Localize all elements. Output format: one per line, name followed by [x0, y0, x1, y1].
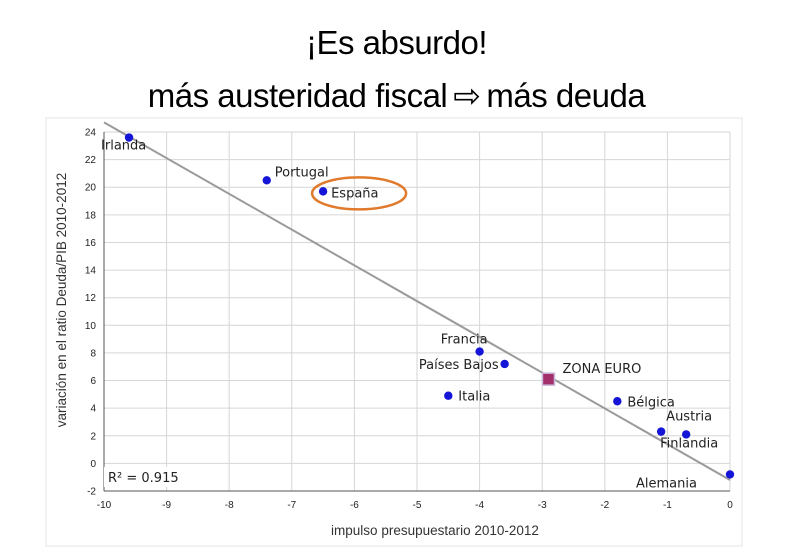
point-label: Irlanda: [101, 139, 146, 154]
point: [262, 176, 271, 185]
point-label: ZONA EURO: [562, 362, 641, 377]
x-tick-label: -6: [350, 500, 359, 511]
y-tick-label: 20: [85, 183, 97, 194]
x-tick-label: -5: [413, 500, 422, 511]
point: [681, 430, 691, 439]
point-label: España: [331, 186, 378, 201]
title-left: más austeridad fiscal: [147, 77, 448, 114]
y-tick-label: 16: [85, 238, 97, 249]
grid: [103, 131, 731, 492]
x-tick-label: -9: [162, 500, 171, 511]
point-label: Bélgica: [627, 395, 675, 410]
point-zona-euro: [541, 372, 556, 386]
y-tick-label: 2: [90, 431, 96, 442]
point: [613, 397, 622, 406]
x-tick-label: -10: [97, 500, 112, 511]
point-label: Alemania: [636, 476, 697, 491]
title-right: más deuda: [486, 77, 646, 114]
x-tick-label: -8: [225, 500, 234, 511]
point: [725, 470, 735, 479]
title-line-2: más austeridad fiscal ⇨ más deuda: [0, 76, 793, 115]
x-axis-label: impulso presupuestario 2010-2012: [331, 523, 539, 538]
r-squared-annotation: R² = 0.915: [108, 471, 179, 486]
y-tick-label: 0: [90, 459, 96, 470]
x-tick-label: -3: [538, 500, 547, 511]
x-tick-label: -2: [600, 500, 609, 511]
point: [656, 427, 666, 436]
x-tick-label: -7: [287, 500, 296, 511]
y-tick-label: 14: [85, 266, 97, 277]
point-label: Países Bajos: [419, 358, 499, 373]
r2-box: [104, 467, 194, 487]
point: [444, 391, 453, 400]
right-arrow-icon: ⇨: [453, 77, 481, 114]
x-tick-label: -4: [475, 500, 484, 511]
point-label: Portugal: [275, 165, 329, 180]
y-tick-label: 22: [85, 155, 97, 166]
y-tick-label: 10: [85, 321, 97, 332]
point-label: Italia: [458, 390, 490, 405]
point: [475, 347, 484, 356]
x-tick-label: 0: [727, 500, 733, 511]
axes: [103, 132, 730, 492]
y-tick-label: -2: [87, 487, 96, 498]
highlight-ellipse: [310, 176, 408, 211]
point-label: Finlandia: [660, 437, 718, 452]
y-tick-label: 8: [90, 348, 96, 359]
point: [318, 187, 328, 196]
title-line-1: ¡Es absurdo!: [305, 24, 488, 61]
trendline: [103, 121, 731, 481]
y-axis-label: variación en el ratio Deuda/PIB 2010-201…: [54, 173, 69, 427]
y-tick-label: 6: [90, 376, 96, 387]
y-tick-label: 12: [85, 293, 97, 304]
y-tick-label: 18: [85, 210, 97, 221]
y-tick-label: 24: [85, 128, 97, 139]
point-label: Francia: [441, 333, 488, 348]
y-tick-label: 4: [90, 404, 96, 415]
point-label: Austria: [666, 409, 712, 424]
x-tick-label: -1: [663, 500, 672, 511]
trendline-group: [103, 121, 731, 481]
point: [124, 133, 134, 142]
point: [500, 359, 509, 369]
